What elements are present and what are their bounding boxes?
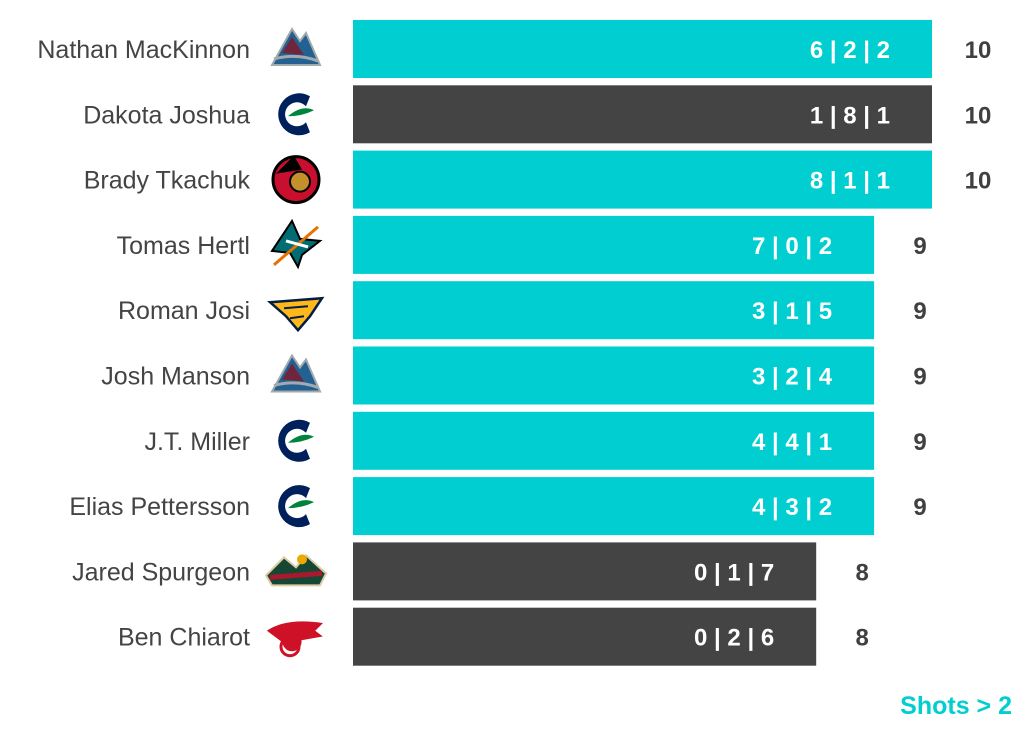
bar xyxy=(353,477,875,536)
bar-label: 7 | 0 | 2 xyxy=(752,233,832,260)
avalanche-logo-icon xyxy=(270,27,322,66)
value-label: 9 xyxy=(913,298,926,325)
value-label: 8 xyxy=(856,559,869,586)
value-label: 10 xyxy=(965,168,992,195)
sharks-logo-icon xyxy=(270,218,323,270)
bar-label: 0 | 1 | 7 xyxy=(694,559,774,586)
red-wings-logo-icon xyxy=(265,620,326,658)
canucks-logo-icon xyxy=(278,485,314,528)
bar-label: 1 | 8 | 1 xyxy=(810,102,890,129)
bar-label: 0 | 2 | 6 xyxy=(694,625,774,652)
player-name: Ben Chiarot xyxy=(118,624,250,652)
player-name: Brady Tkachuk xyxy=(84,167,251,195)
bar xyxy=(353,411,875,470)
bar-label: 4 | 3 | 2 xyxy=(752,494,832,521)
value-label: 8 xyxy=(856,625,869,652)
bar xyxy=(353,20,932,78)
senators-logo-icon xyxy=(271,155,321,205)
wild-logo-icon xyxy=(264,553,328,587)
player-name: J.T. Miller xyxy=(144,428,250,456)
bar-label: 3 | 1 | 5 xyxy=(752,298,832,325)
value-label: 9 xyxy=(913,364,926,391)
bar xyxy=(353,150,932,209)
bar-label: 6 | 2 | 2 xyxy=(810,37,890,64)
player-name: Josh Manson xyxy=(101,363,250,391)
bar xyxy=(353,607,817,666)
bar-label: 8 | 1 | 1 xyxy=(810,168,890,195)
bar xyxy=(353,85,932,144)
value-label: 9 xyxy=(913,494,926,521)
bar xyxy=(353,281,875,340)
predators-logo-icon xyxy=(266,296,325,333)
bar-label: 3 | 2 | 4 xyxy=(752,364,833,391)
value-label: 9 xyxy=(913,429,926,456)
canucks-logo-icon xyxy=(278,93,314,136)
footnote: Shots > 2 xyxy=(900,692,1012,720)
canucks-logo-icon xyxy=(278,419,314,462)
player-name: Elias Pettersson xyxy=(69,493,250,521)
value-label: 10 xyxy=(965,37,992,64)
value-label: 10 xyxy=(965,102,992,129)
bar xyxy=(353,346,875,405)
player-name: Dakota Joshua xyxy=(83,101,250,129)
value-label: 9 xyxy=(913,233,926,260)
bar-label: 4 | 4 | 1 xyxy=(752,429,832,456)
avalanche-logo-icon xyxy=(270,353,322,393)
player-name: Jared Spurgeon xyxy=(72,558,250,586)
player-name: Tomas Hertl xyxy=(117,232,250,260)
player-name: Nathan MacKinnon xyxy=(37,36,250,64)
bar xyxy=(353,215,875,274)
player-name: Roman Josi xyxy=(118,297,250,325)
bar xyxy=(353,542,817,601)
